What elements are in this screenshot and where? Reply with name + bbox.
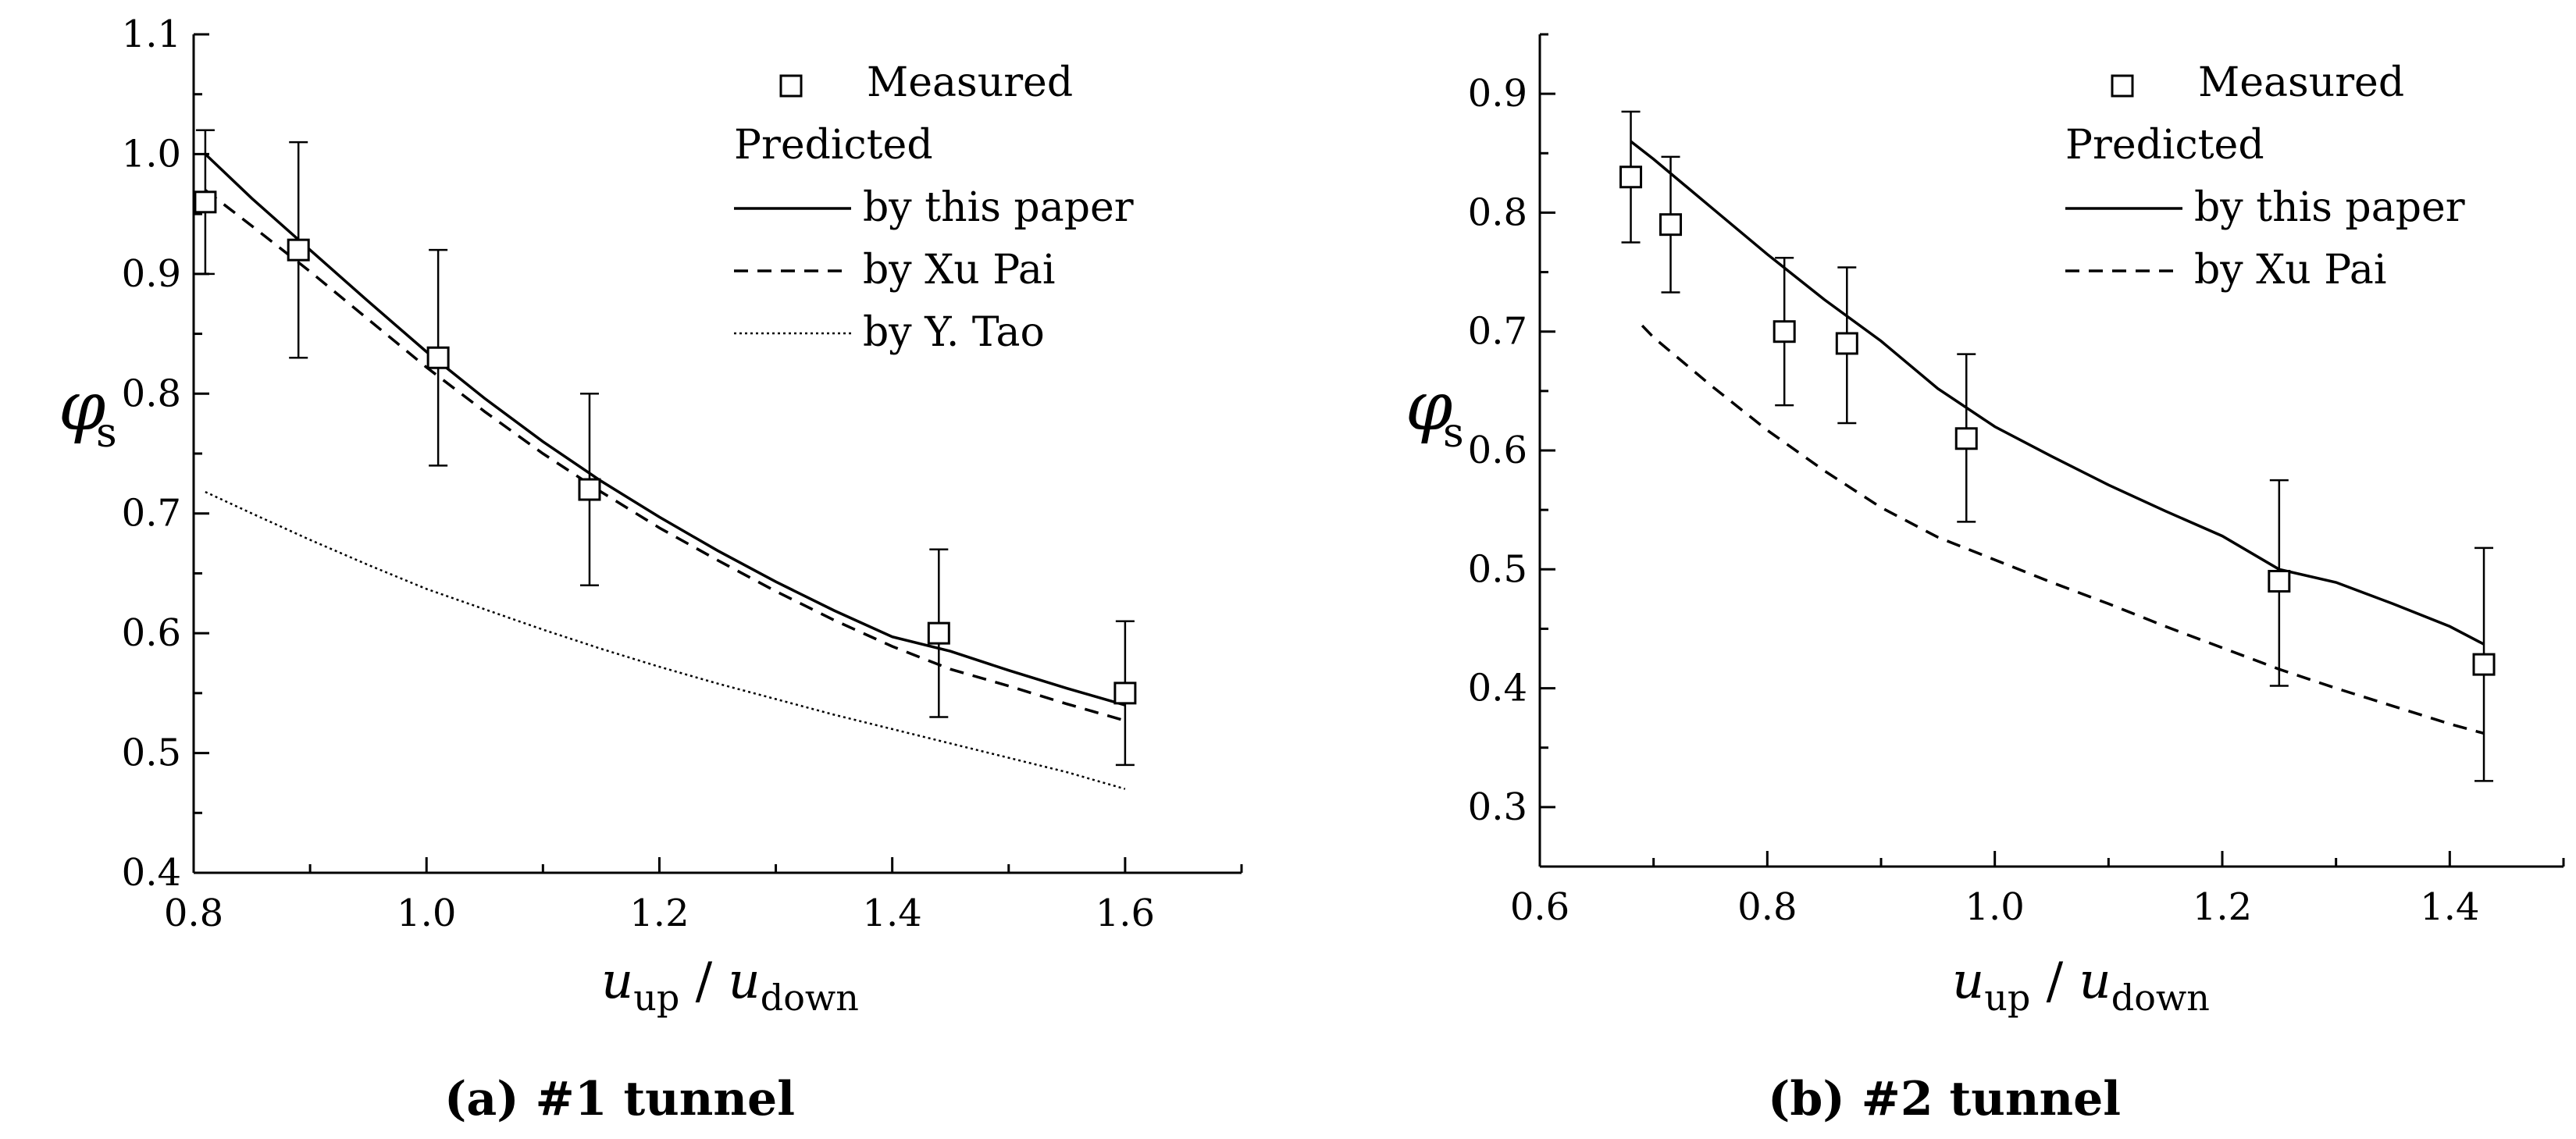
y-tick-label: 0.7 xyxy=(122,492,181,536)
y-axis-label-subscript: s xyxy=(1443,410,1464,457)
x-tick-label: 0.8 xyxy=(164,892,223,935)
measured-point xyxy=(1659,213,1683,237)
x-tick-label: 0.6 xyxy=(1510,885,1569,929)
x-tick-label: 1.4 xyxy=(862,892,921,935)
legend-series-label: by Xu Pai xyxy=(863,247,1056,294)
x-tick-label: 1.2 xyxy=(2193,885,2252,929)
measured-point xyxy=(1113,682,1137,705)
measured-point xyxy=(1773,320,1796,343)
y-tick-label: 1.1 xyxy=(122,12,181,56)
measured-point xyxy=(927,621,950,645)
y-tick-label: 0.4 xyxy=(1468,667,1527,710)
series-line-by-this-paper xyxy=(1630,140,2485,646)
y-tick-label: 0.5 xyxy=(1468,547,1527,591)
x-tick-label: 1.2 xyxy=(629,892,689,935)
legend-series-label: by this paper xyxy=(2194,184,2465,231)
legend-measured-marker xyxy=(779,74,803,98)
measured-point xyxy=(1619,166,1643,189)
series-line-by-xu-pai xyxy=(1641,324,2485,735)
x-tick-label: 0.8 xyxy=(1737,885,1797,929)
y-tick-label: 0.5 xyxy=(122,731,181,775)
x-tick-label: 1.0 xyxy=(397,892,456,935)
x-axis-label: uup / udown xyxy=(601,952,859,1019)
legend-series-label: by Xu Pai xyxy=(2194,247,2387,294)
y-tick-label: 0.7 xyxy=(1468,310,1527,354)
x-tick-label: 1.4 xyxy=(2420,885,2479,929)
legend-measured-label: Measured xyxy=(867,59,1073,106)
measured-point xyxy=(578,478,601,501)
legend: Measured Predicted by this paper by Xu Pai xyxy=(2065,59,2465,294)
y-tick-label: 0.4 xyxy=(122,851,181,895)
y-tick-label: 0.8 xyxy=(1468,190,1527,234)
y-axis-label: φ xyxy=(59,368,105,446)
y-tick-label: 0.3 xyxy=(1468,785,1527,829)
legend-measured-marker xyxy=(2111,74,2134,98)
series-line-by-this-paper xyxy=(204,153,1126,707)
legend: Measured Predicted by this paper by Xu Pai b… xyxy=(734,59,1134,356)
y-tick-label: 0.6 xyxy=(122,611,181,655)
panel-a: 0.8 1.0 1.2 1.4 1.6 0.4 0.5 0.6 0.7 0.8 0.9 1.0 1.1 M… xyxy=(59,12,1243,1127)
measured-point xyxy=(1835,332,1858,355)
measured-point xyxy=(194,190,217,214)
series-line-by-xu-pai xyxy=(204,189,1126,722)
legend-heading: Predicted xyxy=(2065,122,2264,169)
panel-b: 0.6 0.8 1.0 1.2 1.4 0.3 0.4 0.5 0.6 0.7 0.8 0.9 Meas… xyxy=(1406,33,2565,1127)
measured-point xyxy=(1954,427,1978,450)
x-tick-label: 1.0 xyxy=(1965,885,2024,929)
measured-point xyxy=(2268,570,2291,593)
y-axis-label-subscript: s xyxy=(96,410,117,457)
measured-point xyxy=(2472,653,2496,676)
y-tick-label: 0.9 xyxy=(1468,72,1527,116)
x-tick-label: 1.6 xyxy=(1096,892,1155,935)
panel-caption: (a) #1 tunnel xyxy=(444,1072,795,1127)
legend-series-label: by Y. Tao xyxy=(863,309,1045,356)
y-tick-label: 0.8 xyxy=(122,372,181,415)
panel-caption: (b) #2 tunnel xyxy=(1768,1072,2121,1127)
measured-point xyxy=(426,346,450,369)
x-axis-label: uup / udown xyxy=(1952,952,2210,1019)
legend-heading: Predicted xyxy=(734,122,933,169)
legend-series-label: by this paper xyxy=(863,184,1134,231)
series-line-by-y-tao xyxy=(205,490,1126,790)
y-axis-label: φ xyxy=(1406,368,1452,446)
y-tick-label: 0.6 xyxy=(1468,429,1527,472)
y-tick-label: 0.9 xyxy=(122,252,181,296)
legend-measured-label: Measured xyxy=(2198,59,2404,106)
y-tick-label: 1.0 xyxy=(122,132,181,176)
measured-point xyxy=(287,238,310,262)
